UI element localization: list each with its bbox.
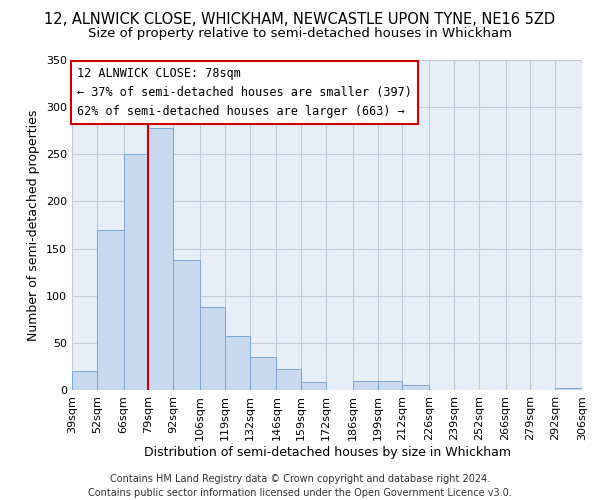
Text: 12 ALNWICK CLOSE: 78sqm
← 37% of semi-detached houses are smaller (397)
62% of s: 12 ALNWICK CLOSE: 78sqm ← 37% of semi-de… [77, 66, 412, 118]
Bar [173, 260, 200, 390]
Text: Contains HM Land Registry data © Crown copyright and database right 2024.
Contai: Contains HM Land Registry data © Crown c… [88, 474, 512, 498]
Bar [148, 128, 173, 390]
Bar [403, 386, 429, 390]
Bar [277, 370, 301, 390]
Bar [250, 357, 277, 390]
Bar [72, 371, 97, 390]
Y-axis label: Number of semi-detached properties: Number of semi-detached properties [28, 110, 40, 340]
Bar [555, 388, 582, 390]
Text: 12, ALNWICK CLOSE, WHICKHAM, NEWCASTLE UPON TYNE, NE16 5ZD: 12, ALNWICK CLOSE, WHICKHAM, NEWCASTLE U… [44, 12, 556, 28]
Bar [200, 307, 225, 390]
Bar [225, 336, 250, 390]
Bar [97, 230, 124, 390]
Text: Size of property relative to semi-detached houses in Whickham: Size of property relative to semi-detach… [88, 28, 512, 40]
Bar [124, 154, 148, 390]
Bar [353, 380, 377, 390]
X-axis label: Distribution of semi-detached houses by size in Whickham: Distribution of semi-detached houses by … [143, 446, 511, 458]
Bar [301, 382, 326, 390]
Bar [377, 380, 403, 390]
